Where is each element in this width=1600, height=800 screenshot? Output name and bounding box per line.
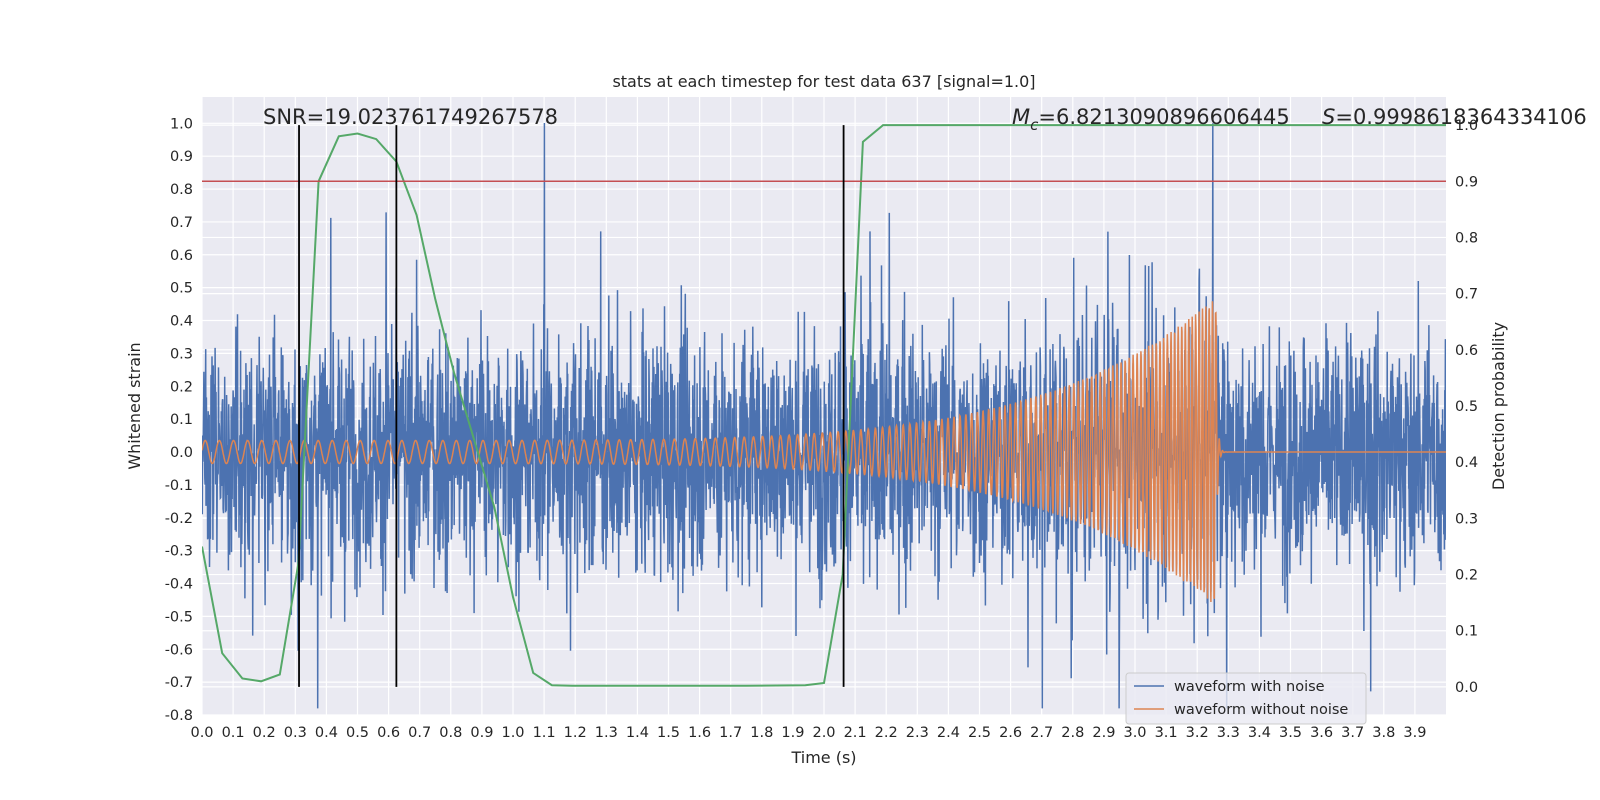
y-tick-label: -0.3 [165,544,193,560]
x-tick-label: 0.1 [222,725,245,741]
x-tick-label: 1.7 [719,725,742,741]
series-line-detection-probability [202,124,1446,687]
chirp-mass-value: =6.8213090896606445 [1038,105,1289,129]
y-tick-label: 0.5 [170,281,193,297]
chirp-mass-annotation: Mc=6.8213090896606445 [1012,105,1290,134]
y-tick-label: -0.7 [165,675,193,691]
y2-tick-label: 1.0 [1455,118,1478,134]
y2-axis-label: Detection probability [1489,322,1508,490]
x-tick-label: 0.6 [377,725,400,741]
y-tick-label: -0.1 [165,478,193,494]
legend-label-waveform-without-noise: waveform without noise [1174,702,1348,718]
score-value: =0.9998618364334106 [1335,105,1586,129]
x-tick-label: 3.3 [1217,725,1240,741]
x-tick-label: 2.7 [1030,725,1053,741]
x-tick-label: 3.7 [1341,725,1364,741]
x-tick-label: 1.3 [595,725,618,741]
x-tick-label: 1.4 [626,725,649,741]
x-tick-label: 0.4 [315,725,338,741]
x-tick-label: 3.8 [1372,725,1395,741]
y2-tick-label: 0.1 [1455,624,1478,640]
y-tick-label: 0.1 [170,412,193,428]
y2-tick-label: 0.0 [1455,680,1478,696]
x-tick-label: 1.1 [533,725,556,741]
y-tick-label: -0.2 [165,511,193,527]
y2-tick-label: 0.7 [1455,287,1478,303]
x-tick-label: 0.7 [408,725,431,741]
y-tick-label: -0.5 [165,609,193,625]
y2-tick-label: 0.3 [1455,511,1478,527]
y-tick-label: -0.6 [165,642,193,658]
x-tick-label: 2.4 [937,725,960,741]
x-tick-label: 2.3 [906,725,929,741]
y-tick-label: 1.0 [170,116,193,132]
y-tick-label: -0.8 [165,708,193,724]
legend-box [1125,672,1367,725]
x-tick-label: 0.9 [470,725,493,741]
y2-tick-label: 0.9 [1455,174,1478,190]
x-tick-label: 3.0 [1123,725,1146,741]
series-line-waveform-with-noise [202,122,1446,709]
vertical-markers [298,125,845,687]
x-tick-label: 1.5 [657,725,680,741]
x-tick-label: 0.8 [439,725,462,741]
x-tick-label: 3.6 [1310,725,1333,741]
chirp-mass-subscript: c [1030,116,1039,134]
y2-tick-label: 0.6 [1455,343,1478,359]
x-tick-label: 3.5 [1279,725,1302,741]
x-axis-label: Time (s) [790,748,856,767]
score-annotation: S=0.9998618364334106 [1322,105,1587,129]
snr-annotation: SNR=19.023761749267578 [263,105,558,129]
x-tick-label: 2.2 [875,725,898,741]
y2-tick-labels: 0.0 0.1 0.2 0.3 0.4 0.5 0.6 0.7 0.8 0.9 1.0 [1455,118,1478,696]
x-tick-label: 2.5 [968,725,991,741]
x-tick-label: 1.2 [564,725,587,741]
y2-tick-label: 0.4 [1455,455,1478,471]
x-tick-label: 2.1 [844,725,867,741]
series-line-waveform-without-noise [202,301,1446,603]
y-tick-label: 0.7 [170,215,193,231]
y-tick-label: 0.4 [170,314,193,330]
x-tick-label: 0.0 [190,725,213,741]
chirp-mass-symbol: M [1012,105,1030,129]
legend: waveform with noise waveform without noi… [1125,672,1367,725]
y-axis-label: Whitened strain [125,342,144,469]
y-tick-label: -0.4 [165,577,193,593]
y-tick-label: 0.9 [170,149,193,165]
x-tick-label: 0.3 [284,725,307,741]
y-tick-labels: -0.8 -0.7 -0.6 -0.5 -0.4 -0.3 -0.2 -0.1 0.0 0.1 0.… [165,116,193,724]
x-tick-label: 0.5 [346,725,369,741]
x-tick-label: 1.8 [750,725,773,741]
x-tick-label: 1.6 [688,725,711,741]
y2-tick-label: 0.8 [1455,230,1478,246]
chart-title: stats at each timestep for test data 637… [612,72,1035,91]
x-tick-label: 3.9 [1403,725,1426,741]
y-tick-label: 0.3 [170,346,193,362]
legend-label-waveform-with-noise: waveform with noise [1174,679,1325,695]
y2-tick-label: 0.2 [1455,568,1478,584]
y-tick-label: 0.0 [170,445,193,461]
x-tick-label: 3.4 [1248,725,1271,741]
x-tick-label: 3.1 [1155,725,1178,741]
x-tick-labels: 0.0 0.1 0.2 0.3 0.4 0.5 0.6 0.7 0.8 0.9 1.0 1.1 1.2 1… [190,725,1426,741]
y2-tick-label: 0.5 [1455,399,1478,415]
x-tick-label: 2.0 [812,725,835,741]
y-tick-label: 0.8 [170,182,193,198]
y-tick-label: 0.6 [170,248,193,264]
y-tick-label: 0.2 [170,379,193,395]
score-symbol: S [1322,105,1335,129]
x-tick-label: 3.2 [1186,725,1209,741]
x-tick-label: 1.0 [501,725,524,741]
x-tick-label: 2.8 [1061,725,1084,741]
x-tick-label: 1.9 [781,725,804,741]
x-tick-label: 2.9 [1092,725,1115,741]
x-tick-label: 2.6 [999,725,1022,741]
x-tick-label: 0.2 [253,725,276,741]
